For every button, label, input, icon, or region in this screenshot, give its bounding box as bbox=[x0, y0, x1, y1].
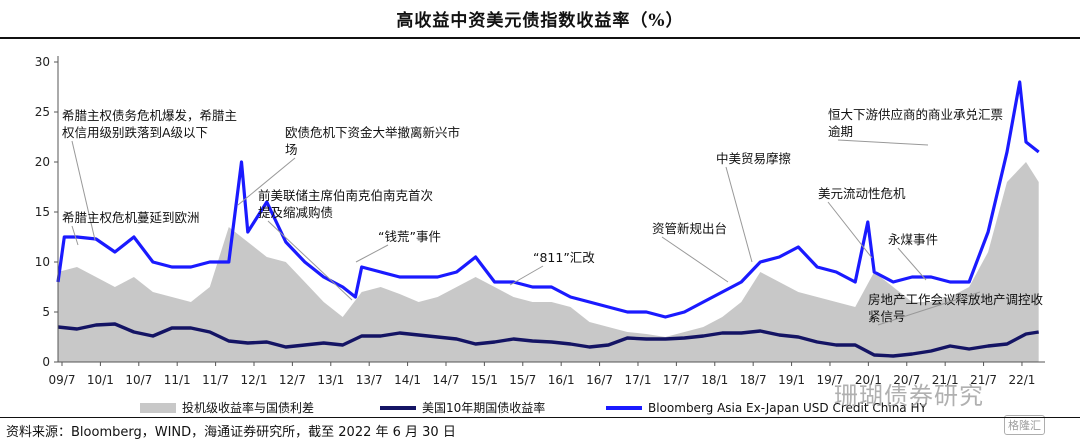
hy-yield-line bbox=[56, 80, 1040, 319]
x-tick-label: 09/7 bbox=[49, 373, 76, 387]
x-tick-label: 22/1 bbox=[1008, 373, 1035, 387]
annotation-text: 前美联储主席伯南克伯南克首次 bbox=[258, 188, 433, 203]
source-divider bbox=[0, 417, 1080, 418]
axes-layer: 0 5 10 15 20 25 30 09/7 10/1 10/7 11/1 11/7 12/1 12/7… bbox=[35, 55, 1045, 387]
x-tick-label: 17/1 bbox=[625, 373, 652, 387]
y-tick-label: 0 bbox=[42, 355, 50, 369]
annotation-leader bbox=[725, 166, 753, 263]
x-tick-label: 13/1 bbox=[317, 373, 344, 387]
x-tick-label: 13/7 bbox=[356, 373, 383, 387]
x-tick-label: 20/7 bbox=[893, 373, 920, 387]
annotation-leader bbox=[661, 236, 729, 283]
x-tick-label: 16/1 bbox=[548, 373, 575, 387]
title-divider bbox=[0, 37, 1080, 39]
x-tick-label: 19/1 bbox=[778, 373, 805, 387]
legend: 投机级收益率与国债利差 美国10年期国债收益率 Bloomberg Asia Ex-… bbox=[140, 400, 927, 415]
annotation-text: 美元流动性危机 bbox=[818, 186, 906, 201]
series-lines-layer bbox=[56, 80, 1040, 358]
x-tick-label: 15/7 bbox=[509, 373, 536, 387]
annotation-leader bbox=[877, 291, 981, 326]
annotation-leader bbox=[237, 157, 296, 206]
annotation-text: 希腊主权危机蔓延到欧洲 bbox=[62, 210, 200, 225]
watermark-badge: 格隆汇 bbox=[1004, 415, 1045, 435]
annotation-text: 提及缩减购债 bbox=[258, 205, 333, 220]
annotation-text: “钱荒”事件 bbox=[378, 229, 441, 244]
y-tick-label: 30 bbox=[35, 55, 50, 69]
legend-label: Bloomberg Asia Ex-Japan USD Credit China… bbox=[648, 401, 927, 415]
x-tick-label: 19/7 bbox=[816, 373, 843, 387]
annotation-leader bbox=[837, 139, 929, 146]
legend-swatch-spread bbox=[140, 403, 176, 413]
chart-title: 高收益中资美元债指数收益率（%） bbox=[396, 11, 684, 31]
annotation-text: 恒大下游供应商的商业承兑汇票 bbox=[828, 107, 1003, 122]
y-tick-label: 25 bbox=[35, 105, 50, 119]
annotation-text: 逾期 bbox=[828, 124, 853, 139]
annotation-leader bbox=[71, 225, 79, 246]
x-tick-label: 10/7 bbox=[125, 373, 152, 387]
x-tick-label: 16/7 bbox=[586, 373, 613, 387]
annotation-text: 欧债危机下资金大举撤离新兴市 bbox=[285, 125, 460, 140]
annotation-leader bbox=[355, 244, 389, 263]
x-tick-label: 14/7 bbox=[433, 373, 460, 387]
y-tick-label: 10 bbox=[35, 255, 50, 269]
watermark-text: 珊瑚债券研究 bbox=[834, 382, 984, 410]
legend-label: 美国10年期国债收益率 bbox=[422, 400, 545, 415]
x-tick-label: 21/1 bbox=[932, 373, 959, 387]
y-tick-label: 15 bbox=[35, 205, 50, 219]
annotation-text: 权信用级别跌落到A级以下 bbox=[62, 125, 208, 140]
annotation-leader bbox=[897, 247, 927, 281]
x-tick-label: 15/1 bbox=[471, 373, 498, 387]
legend-label: 投机级收益率与国债利差 bbox=[182, 400, 314, 415]
annotation-leader bbox=[267, 220, 353, 301]
spread-area bbox=[58, 162, 1039, 362]
annotation-text: 希腊主权债务危机爆发，希腊主 bbox=[62, 108, 237, 123]
x-tick-label: 14/1 bbox=[394, 373, 421, 387]
annotation-leader bbox=[827, 201, 873, 259]
x-tick-label: 18/1 bbox=[701, 373, 728, 387]
annotation-text: 永煤事件 bbox=[888, 232, 938, 247]
x-tick-label: 18/7 bbox=[740, 373, 767, 387]
x-tick-label: 12/1 bbox=[241, 373, 268, 387]
spread-area-layer bbox=[58, 162, 1039, 362]
annotation-leader bbox=[71, 140, 96, 241]
annotation-text: 紧信号 bbox=[868, 309, 906, 324]
x-tick-label: 21/7 bbox=[970, 373, 997, 387]
annotation-leader bbox=[509, 265, 544, 286]
source-note: 资料来源：Bloomberg，WIND，海通证券研究所，截至 2022 年 6 … bbox=[6, 425, 456, 440]
ust-10y-line bbox=[57, 322, 1039, 358]
y-tick-label: 5 bbox=[42, 305, 50, 319]
annotation-text: 中美贸易摩擦 bbox=[716, 151, 791, 166]
y-tick-label: 20 bbox=[35, 155, 50, 169]
annotation-text: 场 bbox=[285, 142, 298, 157]
x-tick-label: 11/7 bbox=[202, 373, 229, 387]
x-tick-label: 10/1 bbox=[87, 373, 114, 387]
x-tick-label: 17/7 bbox=[663, 373, 690, 387]
x-tick-label: 20/1 bbox=[855, 373, 882, 387]
x-tick-label: 12/7 bbox=[279, 373, 306, 387]
annotation-text: 资管新规出台 bbox=[652, 221, 727, 236]
annotation-text: “811”汇改 bbox=[533, 250, 595, 265]
x-tick-label: 11/1 bbox=[164, 373, 191, 387]
